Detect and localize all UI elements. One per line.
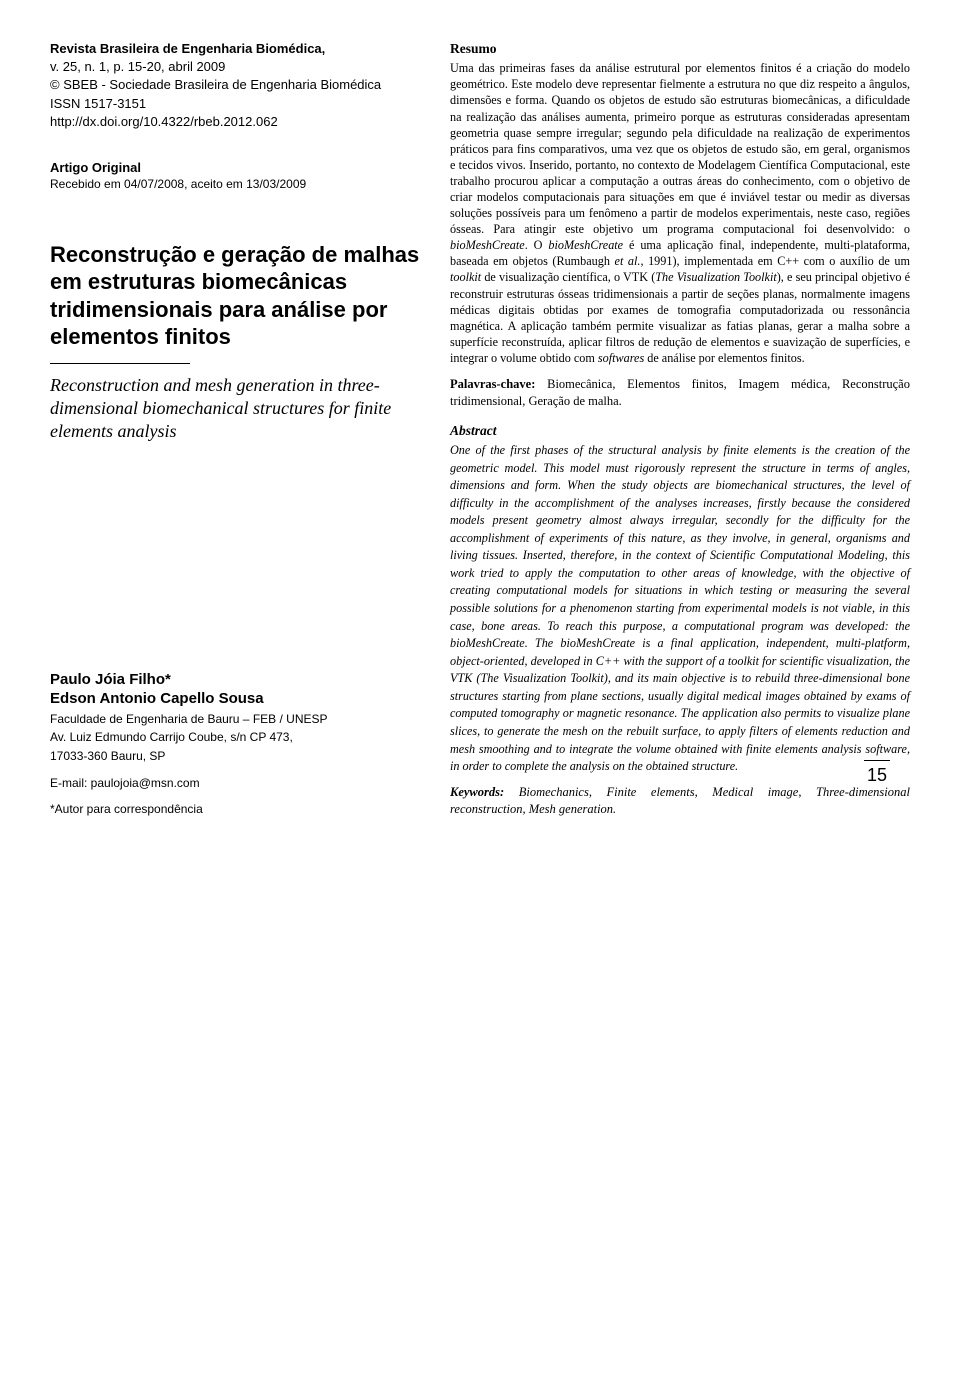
- journal-meta: Revista Brasileira de Engenharia Biomédi…: [50, 40, 420, 131]
- abstract-body: One of the first phases of the structura…: [450, 442, 910, 776]
- journal-issue: v. 25, n. 1, p. 15-20, abril 2009: [50, 58, 420, 76]
- keywords: Keywords: Biomechanics, Finite elements,…: [450, 784, 910, 818]
- abstract-heading: Abstract: [450, 422, 910, 440]
- resumo-heading: Resumo: [450, 40, 910, 58]
- resumo-text-j: The Visualization Toolkit: [655, 270, 776, 284]
- resumo-body: Uma das primeiras fases da análise estru…: [450, 60, 910, 366]
- journal-issn: ISSN 1517-3151: [50, 95, 420, 113]
- keywords-text: Biomechanics, Finite elements, Medical i…: [450, 785, 910, 816]
- affiliation-line-2: Av. Luiz Edmundo Carrijo Coube, s/n CP 4…: [50, 729, 420, 746]
- resumo-text-c: . O: [525, 238, 549, 252]
- page-number: 15: [864, 760, 890, 787]
- palavras-chave-label: Palavras-chave:: [450, 377, 535, 391]
- journal-doi: http://dx.doi.org/10.4322/rbeb.2012.062: [50, 113, 420, 131]
- journal-copyright: © SBEB - Sociedade Brasileira de Engenha…: [50, 76, 420, 94]
- resumo-text-i: de visualização científica, o VTK (: [481, 270, 655, 284]
- affiliation-line-1: Faculdade de Engenharia de Bauru – FEB /…: [50, 711, 420, 728]
- article-title-en: Reconstruction and mesh generation in th…: [50, 374, 420, 444]
- article-title-pt: Reconstrução e geração de malhas em estr…: [50, 241, 420, 351]
- article-received: Recebido em 04/07/2008, aceito em 13/03/…: [50, 176, 420, 192]
- resumo-text-m: de análise por elementos finitos.: [644, 351, 804, 365]
- palavras-chave: Palavras-chave: Biomecânica, Elementos f…: [450, 376, 910, 410]
- authors-block: Paulo Jóia Filho* Edson Antonio Capello …: [50, 670, 420, 818]
- resumo-text-h: toolkit: [450, 270, 481, 284]
- resumo-text-d: bioMeshCreate: [548, 238, 623, 252]
- resumo-text-f: et al.: [615, 254, 641, 268]
- author-1: Paulo Jóia Filho*: [50, 670, 420, 690]
- author-2: Edson Antonio Capello Sousa: [50, 689, 420, 709]
- corresponding-note: *Autor para correspondência: [50, 801, 420, 817]
- article-type: Artigo Original: [50, 159, 420, 177]
- title-divider: [50, 363, 190, 364]
- author-email: E-mail: paulojoia@msn.com: [50, 775, 420, 791]
- affiliation-line-3: 17033-360 Bauru, SP: [50, 748, 420, 765]
- resumo-text-g: , 1991), implementada em C++ com o auxíl…: [640, 254, 910, 268]
- journal-title: Revista Brasileira de Engenharia Biomédi…: [50, 40, 420, 58]
- resumo-text-l: softwares: [598, 351, 644, 365]
- keywords-label: Keywords:: [450, 785, 504, 799]
- resumo-text-b: bioMeshCreate: [450, 238, 525, 252]
- resumo-text-a: Uma das primeiras fases da análise estru…: [450, 61, 910, 236]
